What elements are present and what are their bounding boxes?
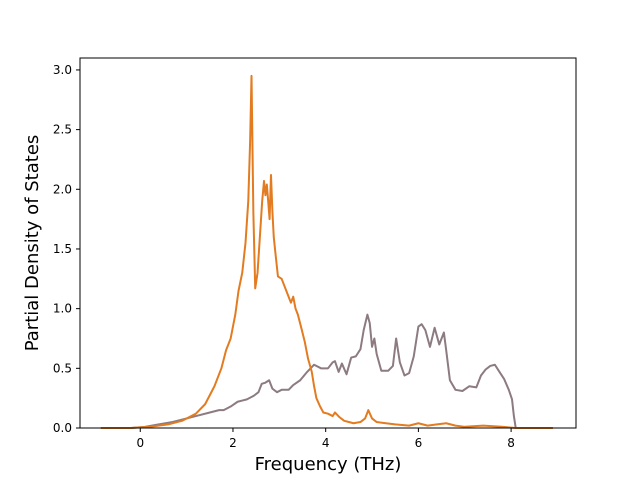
y-tick-label: 2.5 — [53, 123, 72, 137]
series-layer — [100, 74, 553, 429]
y-tick-label: 1.0 — [53, 302, 72, 316]
y-tick-label: 3.0 — [53, 63, 72, 77]
y-tick-label: 0.0 — [53, 421, 72, 435]
series-line-2 — [100, 74, 553, 429]
x-tick-label: 8 — [507, 436, 515, 450]
x-tick-label: 2 — [229, 436, 237, 450]
y-axis-label: Partial Density of States — [22, 135, 43, 352]
series-line-1 — [100, 313, 553, 429]
y-tick-label: 1.5 — [53, 242, 72, 256]
ticks-layer: 0 2 4 6 8 0.0 0.5 1.0 1.5 2.0 2.5 3.0 — [53, 63, 515, 450]
y-tick-label: 0.5 — [53, 361, 72, 375]
x-tick-label: 4 — [322, 436, 330, 450]
plot-frame — [79, 57, 577, 429]
y-tick-label: 2.0 — [53, 182, 72, 196]
x-axis-label: Frequency (THz) — [255, 454, 402, 475]
x-tick-label: 6 — [415, 436, 423, 450]
x-tick-label: 0 — [136, 436, 144, 450]
